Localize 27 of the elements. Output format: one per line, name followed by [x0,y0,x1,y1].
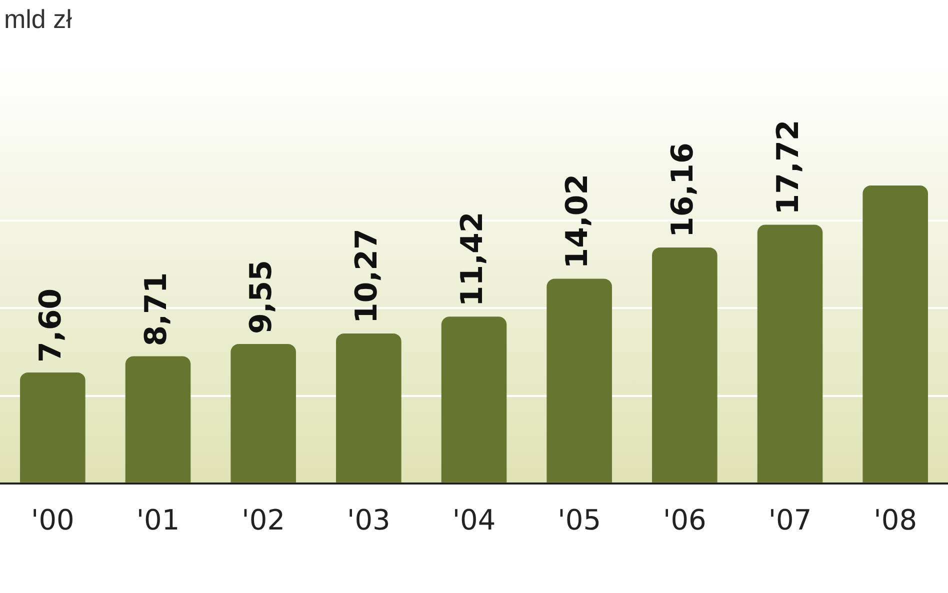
data-label: 8,71 [138,272,174,346]
bar [862,186,928,482]
x-tick-label: '01 [136,503,180,536]
x-tick-label: '05 [558,503,601,536]
x-tick-label: '00 [31,503,74,536]
x-tick-label: '04 [452,503,496,536]
bar [230,344,296,482]
data-label: 10,27 [349,228,384,324]
data-label: 9,55 [244,260,280,334]
data-label: 17,72 [770,120,806,215]
data-label: 7,60 [33,288,68,362]
bar [441,316,507,482]
x-tick-label: '08 [874,503,917,536]
data-label: 16,16 [665,142,700,238]
bar [336,333,402,482]
bar [652,247,718,482]
bar [125,356,191,482]
x-tick-label: '02 [242,503,285,536]
bar [20,372,86,482]
x-tick-label: '03 [347,503,390,536]
bar [546,278,612,482]
bar [757,224,823,482]
y-axis-title: mld zł [4,4,72,35]
x-tick-label: '07 [768,503,812,536]
x-tick-label: '06 [663,503,706,536]
data-label: 11,42 [454,212,490,307]
data-label: 14,02 [560,174,596,269]
